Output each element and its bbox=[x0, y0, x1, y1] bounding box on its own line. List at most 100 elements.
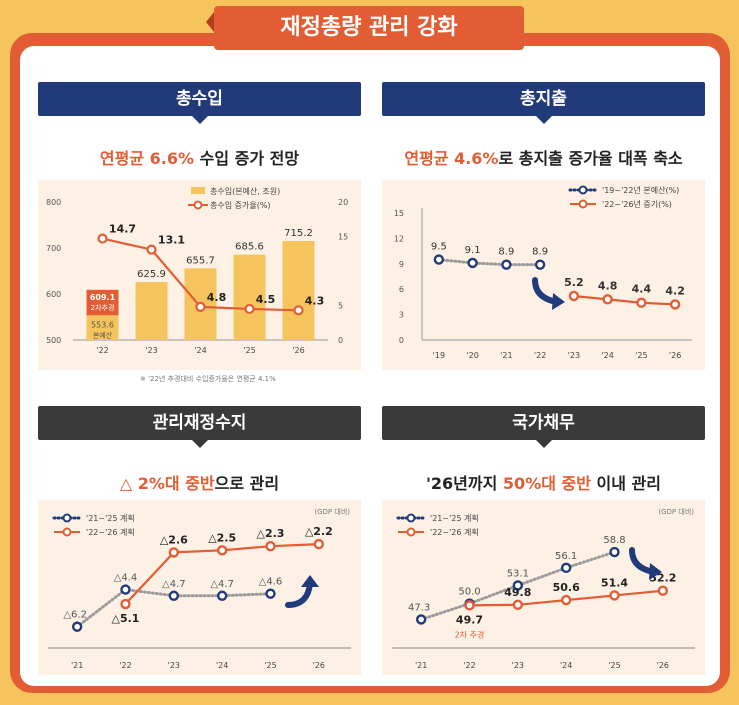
legend-label: '19~'22년 본예산(%) bbox=[602, 185, 679, 195]
panel-header-label: 관리재정수지 bbox=[152, 413, 247, 433]
growth-value-label: 4.5 bbox=[256, 293, 276, 306]
data-label: 9.5 bbox=[431, 242, 447, 253]
growth-value-label: 4.3 bbox=[305, 294, 325, 307]
x-tick-label: '22 bbox=[96, 346, 108, 355]
revenue-chart-box: 500 600 700 800 0 5 15 20 '22 625.9 '23 655.7 '24 685… bbox=[38, 180, 361, 370]
data-point bbox=[433, 254, 445, 265]
x-tick-label: '26 bbox=[313, 661, 325, 670]
legend-marker bbox=[578, 185, 588, 195]
bar-value-label: 625.9 bbox=[137, 269, 166, 280]
bar-value-label: 553.6 bbox=[91, 320, 114, 329]
data-label: 58.8 bbox=[603, 535, 625, 546]
data-point bbox=[467, 257, 478, 269]
data-label: 5.2 bbox=[564, 276, 584, 289]
y-tick-label: 3 bbox=[399, 311, 404, 320]
bar bbox=[282, 241, 315, 340]
data-label: 49.7 bbox=[456, 613, 483, 626]
legend-marker bbox=[406, 513, 416, 523]
data-label: 49.8 bbox=[504, 586, 531, 599]
data-label: △2.3 bbox=[257, 527, 285, 540]
revenue-subtitle: 연평균 6.6% 수입 증가 전망 bbox=[99, 149, 300, 168]
trend-arrow-head bbox=[552, 293, 565, 310]
legend-label: 총수입(본예산, 조원) bbox=[210, 186, 280, 196]
bar-supplementary bbox=[86, 289, 119, 316]
data-point bbox=[609, 590, 620, 601]
growth-point bbox=[146, 244, 157, 255]
y-tick-label: 15 bbox=[394, 209, 404, 218]
bar-base-label: 본예산 bbox=[93, 330, 113, 339]
bar bbox=[233, 254, 266, 340]
legend-marker bbox=[406, 527, 416, 537]
y-tick-label: 700 bbox=[46, 244, 61, 253]
legend-label: 총수입 증가율(%) bbox=[210, 201, 271, 210]
panel-header-debt: 국가채무 bbox=[382, 406, 705, 448]
legend-label: '21~'25 계획 bbox=[86, 513, 135, 523]
panel-header-label: 총수입 bbox=[176, 89, 223, 109]
data-point bbox=[265, 540, 276, 552]
data-label: △2.5 bbox=[208, 531, 236, 544]
data-label: 53.1 bbox=[507, 568, 529, 579]
x-tick-label: '21 bbox=[71, 661, 83, 670]
panel-header-expenditure: 총지출 bbox=[382, 82, 705, 124]
annotation-label: 2차 추경 bbox=[455, 629, 485, 639]
bar-value-label: 715.2 bbox=[284, 228, 313, 239]
legend-marker bbox=[62, 513, 72, 523]
data-point bbox=[669, 299, 681, 310]
data-point bbox=[657, 585, 669, 596]
bar-value-label: 655.7 bbox=[186, 255, 215, 266]
data-point bbox=[265, 588, 276, 599]
y-tick-label: 600 bbox=[46, 290, 61, 299]
x-tick-label: '25 bbox=[264, 661, 276, 670]
panel-header-balance: 관리재정수지 bbox=[38, 406, 361, 448]
data-label: 4.2 bbox=[665, 284, 685, 297]
data-point bbox=[216, 590, 228, 601]
x-tick-label: '23 bbox=[168, 661, 180, 670]
data-point bbox=[168, 547, 180, 558]
data-point bbox=[560, 594, 572, 606]
x-tick-label: '25 bbox=[608, 661, 620, 670]
expenditure-subtitle: 연평균 4.6%로 총지출 증가율 대폭 축소 bbox=[404, 149, 683, 168]
legend-label: '22~'26 계획 bbox=[430, 527, 479, 537]
x-tick-label: '24 bbox=[601, 351, 613, 360]
x-tick-label: '24 bbox=[216, 661, 228, 670]
trend-arrow-head bbox=[301, 575, 319, 587]
y-tick-label: 12 bbox=[394, 234, 404, 243]
data-point bbox=[216, 545, 228, 556]
data-point bbox=[120, 584, 131, 595]
balance-subtitle: △ 2%대 중반으로 관리 bbox=[119, 474, 280, 493]
legend-marker bbox=[193, 200, 203, 210]
debt-chart: '21 '22 '23 '24 '25 '26 (GDP 대비) 47.3 50.0 53.1 56… bbox=[392, 507, 695, 670]
x-tick-label: '23 bbox=[512, 661, 524, 670]
data-point bbox=[464, 600, 475, 611]
panel-header-revenue: 총수입 bbox=[38, 82, 361, 124]
legend-swatch bbox=[191, 187, 205, 194]
data-point bbox=[609, 546, 620, 558]
revenue-note: ※ '22년 추경대비 수입증가율은 연평균 4.1% bbox=[140, 375, 276, 383]
y-tick-label: 6 bbox=[399, 285, 404, 294]
y2-tick-label: 20 bbox=[338, 198, 348, 207]
series-line bbox=[573, 294, 676, 306]
unit-note: (GDP 대비) bbox=[658, 507, 694, 516]
data-point bbox=[560, 562, 572, 574]
data-label: △4.4 bbox=[114, 573, 138, 584]
balance-chart-box: '21 '22 '23 '24 '25 '26 (GDP 대비) △6.2 △4.4 △4.7 △4… bbox=[38, 500, 361, 675]
growth-point bbox=[293, 305, 304, 316]
x-tick-label: '19 bbox=[433, 351, 445, 360]
data-point bbox=[602, 294, 613, 305]
bar-value-label: 685.6 bbox=[235, 242, 264, 253]
x-tick-label: '26 bbox=[669, 351, 681, 360]
data-point bbox=[415, 614, 427, 625]
page-title: 재정총량 관리 강화 bbox=[206, 6, 524, 50]
x-tick-label: '21 bbox=[500, 351, 512, 360]
growth-value-label: 14.7 bbox=[109, 223, 136, 236]
data-label: 50.0 bbox=[458, 587, 480, 598]
x-tick-label: '21 bbox=[415, 661, 427, 670]
data-label: △6.2 bbox=[63, 610, 87, 621]
data-point bbox=[512, 599, 524, 610]
data-label: △4.7 bbox=[162, 579, 186, 590]
data-point bbox=[71, 621, 83, 632]
data-label: 56.1 bbox=[555, 551, 577, 562]
data-point bbox=[168, 590, 180, 601]
legend-label: '21~'25 계획 bbox=[430, 513, 479, 523]
data-point bbox=[512, 580, 524, 591]
